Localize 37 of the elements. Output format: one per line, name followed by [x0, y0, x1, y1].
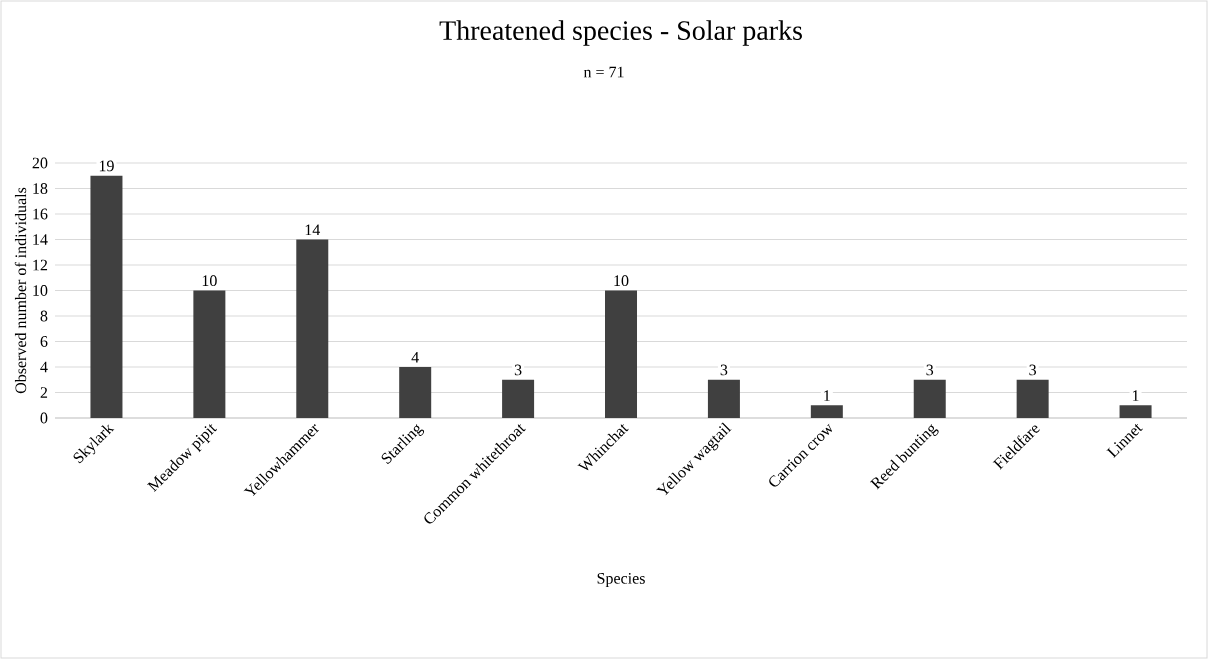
data-label: 19 — [99, 160, 114, 172]
data-label: 1 — [1132, 390, 1139, 401]
y-tick-label: 10 — [33, 285, 48, 296]
y-tick-label: 0 — [40, 412, 48, 424]
data-label: 10 — [614, 275, 629, 287]
data-label: 4 — [411, 352, 419, 363]
y-tick-label: 4 — [40, 361, 48, 373]
data-label: 14 — [305, 224, 321, 236]
bar — [296, 239, 329, 418]
bar — [605, 290, 638, 418]
bar — [913, 379, 946, 418]
y-tick-label: 18 — [33, 183, 48, 194]
y-tick-label: 12 — [33, 259, 48, 271]
y-tick-label: 8 — [40, 310, 48, 322]
data-label: 1 — [824, 390, 830, 401]
data-label: 3 — [514, 364, 522, 376]
bar — [707, 379, 740, 418]
data-label: 3 — [1029, 364, 1037, 376]
y-tick-label: 14 — [33, 234, 48, 245]
y-tick-label: 6 — [40, 336, 48, 347]
bar — [1119, 405, 1152, 418]
chart-subtitle: n = 71 — [583, 66, 624, 78]
bar — [90, 175, 123, 418]
y-axis-title: Observed number of individuals — [14, 187, 27, 394]
y-tick-label: 20 — [32, 157, 48, 169]
x-axis-title: Species — [597, 572, 645, 588]
bar — [810, 405, 843, 418]
bar — [502, 379, 535, 418]
bar — [193, 290, 226, 418]
data-label: 3 — [720, 364, 728, 376]
y-tick-label: 2 — [40, 387, 48, 398]
y-tick-label: 16 — [33, 208, 48, 220]
data-label: 10 — [202, 275, 217, 287]
bar — [399, 367, 432, 418]
bar — [1016, 379, 1049, 418]
chart-title: Threatened species - Solar parks — [439, 20, 802, 46]
data-label: 3 — [926, 364, 934, 376]
